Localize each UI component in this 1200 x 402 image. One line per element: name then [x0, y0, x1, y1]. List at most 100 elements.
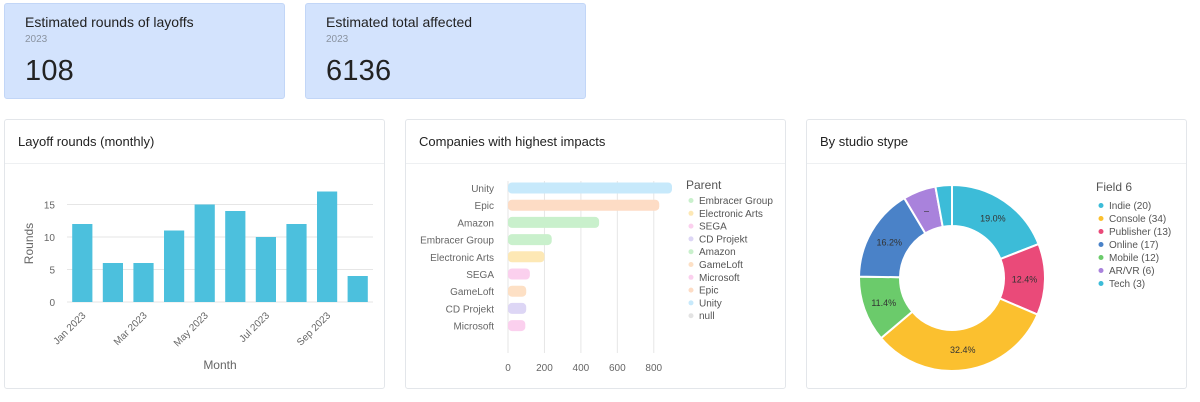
legend-item: GameLoft: [699, 260, 743, 271]
legend-swatch: [688, 223, 694, 229]
y-tick-label: Epic: [475, 201, 494, 212]
x-tick-label: 600: [609, 363, 626, 374]
bar: [286, 224, 307, 302]
x-tick-label: May 2023: [172, 310, 211, 349]
bar: [508, 216, 600, 228]
legend-swatch: [688, 274, 694, 280]
y-tick-label: 0: [49, 298, 55, 309]
bar: [347, 276, 368, 302]
y-tick-label: GameLoft: [450, 287, 494, 298]
legend-swatch: [688, 236, 694, 242]
legend-item: Console (34): [1109, 214, 1166, 225]
legend-item: Mobile (12): [1109, 253, 1159, 264]
legend-item: Epic: [699, 286, 718, 297]
legend-swatch: [1098, 229, 1104, 234]
x-tick-label: Jan 2023: [52, 310, 89, 347]
legend-swatch: [1098, 281, 1104, 286]
x-tick-label: 400: [573, 363, 590, 374]
legend-swatch: [688, 313, 694, 319]
bar: [225, 211, 246, 302]
donut-slice: [879, 297, 1039, 372]
legend-swatch: [688, 287, 694, 293]
legend-title: Parent: [686, 178, 722, 192]
legend-swatch: [688, 198, 694, 203]
y-tick-label: 15: [44, 201, 56, 212]
monthly-bar-chart: 0 5 10 15 Jan 2023 Mar 2023 May 2023 Jul 2023 Se…: [22, 191, 373, 372]
y-tick-label: 10: [44, 233, 56, 244]
kpi-value: 108: [25, 55, 74, 87]
legend-swatch: [688, 262, 694, 267]
bar: [508, 234, 552, 246]
y-tick-label: Amazon: [457, 218, 494, 229]
slice-label: 11.4%: [871, 298, 896, 308]
legend-title: Field 6: [1096, 180, 1132, 194]
legend-item: Electronic Arts: [699, 209, 763, 220]
slice-label: 19.0%: [980, 214, 1006, 224]
kpi-title: Estimated rounds of layoffs: [25, 14, 194, 30]
bar: [508, 285, 527, 297]
legend-item: Indie (20): [1109, 201, 1151, 212]
legend-swatch: [1098, 242, 1104, 247]
legend-swatch: [1098, 268, 1104, 273]
legend-item: AR/VR (6): [1109, 266, 1155, 277]
slice-label: –: [924, 206, 929, 216]
legend-item: Embracer Group: [699, 196, 773, 207]
legend-item: null: [699, 311, 715, 322]
bar: [508, 199, 660, 211]
bar: [508, 182, 672, 194]
companies-chart-card: Companies with highest impacts 0 200 400 60…: [405, 119, 786, 389]
x-tick-label: 0: [505, 363, 511, 374]
legend-item: Unity: [699, 298, 722, 309]
kpi-subtitle: 2023: [326, 34, 349, 45]
bar: [508, 302, 527, 314]
bar: [102, 263, 123, 302]
y-tick-label: SEGA: [466, 270, 494, 281]
legend-item: Tech (3): [1109, 279, 1145, 290]
x-tick-label: Sep 2023: [295, 310, 333, 348]
card-title: Layoff rounds (monthly): [5, 120, 384, 164]
bar: [164, 230, 185, 302]
kpi-value: 6136: [326, 55, 392, 87]
legend-swatch: [688, 210, 694, 216]
studio-donut-chart: 19.0% 12.4% 32.4% 11.4% 16.2% – Field 6 Indie (…: [857, 180, 1171, 372]
kpi-card-rounds: Estimated rounds of layoffs 2023 108: [4, 3, 285, 99]
legend-item: CD Projekt: [699, 234, 748, 245]
bar: [508, 251, 545, 263]
legend-item: Amazon: [699, 247, 736, 258]
bar: [72, 224, 93, 302]
legend-swatch: [1098, 203, 1104, 208]
x-tick-label: 800: [645, 363, 662, 374]
legend-swatch: [1098, 255, 1104, 260]
y-tick-label: 5: [49, 266, 55, 277]
x-tick-label: 200: [536, 363, 553, 374]
kpi-card-affected: Estimated total affected 2023 6136: [305, 3, 586, 99]
y-tick-label: Electronic Arts: [430, 253, 494, 264]
donut-slice: [934, 183, 953, 228]
bar: [255, 237, 276, 302]
legend-item: SEGA: [699, 222, 727, 233]
bar: [508, 320, 526, 332]
legend-swatch: [688, 300, 694, 306]
studio-chart-card: By studio stype 19.0% 12.4% 32.4% 11.4% 16.2…: [806, 119, 1187, 389]
kpi-subtitle: 2023: [25, 34, 48, 45]
legend-swatch: [1098, 216, 1104, 221]
y-tick-label: CD Projekt: [446, 304, 495, 315]
slice-label: 16.2%: [876, 237, 902, 247]
y-tick-label: Microsoft: [453, 322, 494, 333]
bar: [133, 263, 154, 302]
y-axis-title: Rounds: [22, 223, 36, 264]
bar: [317, 191, 338, 302]
legend-item: Publisher (13): [1109, 227, 1171, 238]
slice-label: 32.4%: [950, 345, 976, 355]
legend-swatch: [688, 249, 694, 255]
bar: [194, 204, 215, 302]
x-tick-label: Mar 2023: [112, 310, 150, 348]
x-tick-label: Jul 2023: [238, 310, 273, 345]
legend-item: Microsoft: [699, 273, 740, 284]
bar: [508, 268, 530, 280]
card-title: By studio stype: [807, 120, 1186, 164]
legend-item: Online (17): [1109, 240, 1158, 251]
kpi-title: Estimated total affected: [326, 14, 473, 30]
y-tick-label: Embracer Group: [420, 236, 494, 247]
